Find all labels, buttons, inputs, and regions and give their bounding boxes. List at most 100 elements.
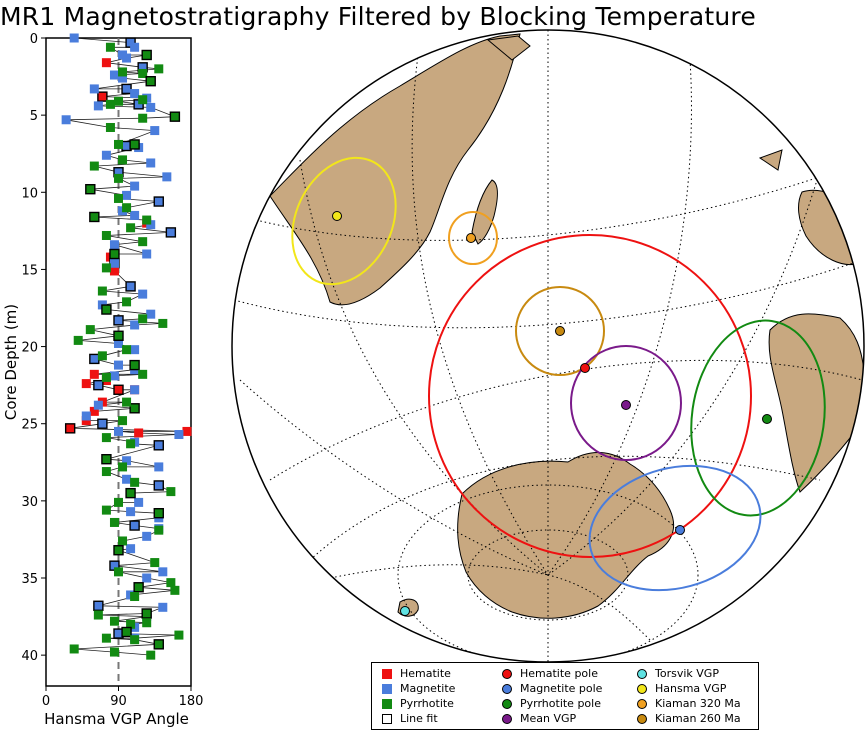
- mean-vgp-confidence-circle: [570, 345, 682, 461]
- pyrrhotite-point: [142, 215, 152, 225]
- y-tick-label: 40: [21, 649, 38, 664]
- magnetite-point: [126, 507, 136, 517]
- magnetite-point: [109, 258, 119, 268]
- magnetite-pole-marker: [675, 525, 685, 535]
- magnetite-point: [134, 497, 144, 507]
- pyrrhotite-point: [138, 68, 148, 78]
- pyrrhotite-point: [142, 618, 152, 628]
- torsvik-vgp-marker: [400, 606, 410, 616]
- pyrrhotite-point: [101, 230, 111, 240]
- magnetite-point: [138, 289, 148, 299]
- hematite-point: [89, 369, 99, 379]
- y-tick-label: 15: [21, 263, 38, 278]
- hematite-point: [109, 266, 119, 276]
- magnetite-point: [153, 196, 164, 207]
- magnetite-point: [109, 70, 119, 80]
- magnetite-point: [125, 281, 136, 292]
- magnetite-point: [61, 115, 71, 125]
- magnetite-point: [93, 400, 103, 410]
- magnetite-point: [97, 418, 108, 429]
- pyrrhotite-point: [169, 111, 181, 122]
- hansma-confidence-ellipse: [291, 156, 397, 286]
- hematite-pole-marker: [580, 363, 590, 373]
- pyrrhotite-point: [101, 467, 111, 477]
- pyrrhotite-point: [153, 508, 164, 519]
- hematite-point: [134, 428, 144, 438]
- magnetite-point: [122, 456, 132, 466]
- hansma-vgp-circle-icon: [637, 684, 647, 694]
- magnetite-point: [158, 567, 168, 577]
- magnetite-point: [69, 33, 79, 43]
- magnetite-point: [153, 480, 164, 491]
- mean-vgp-marker: [621, 400, 631, 410]
- torsvik-vgp-circle-icon: [637, 669, 647, 679]
- pyrrhotite-point: [174, 630, 184, 640]
- pyrrhotite-point: [85, 325, 95, 335]
- kiaman-320-confidence-ellipse: [448, 211, 498, 265]
- magnetite-point: [101, 150, 111, 160]
- pyrrhotite-point: [126, 439, 136, 449]
- pyrrhotite-point: [166, 578, 176, 588]
- magnetite-point: [122, 474, 132, 484]
- magnetite-point: [113, 315, 124, 326]
- pyrrhotite-point: [109, 248, 120, 260]
- hematite-point: [97, 91, 108, 102]
- magnetite-point: [130, 385, 140, 395]
- kiaman-260-confidence-circle: [515, 286, 605, 376]
- hematite-point: [101, 58, 111, 68]
- pyrrhotite-point: [122, 203, 132, 213]
- magnetite-point: [130, 89, 140, 99]
- magnetite-point: [126, 544, 136, 554]
- y-tick-label: 10: [21, 186, 38, 201]
- magnetite-point: [109, 371, 119, 381]
- line-fit-square-icon: [382, 714, 392, 724]
- magnetite-point: [81, 411, 91, 421]
- hematite-point: [89, 406, 99, 416]
- magnetite-point: [153, 440, 164, 451]
- hematite-confidence-circle: [428, 234, 752, 558]
- pyrrhotite-point: [114, 139, 123, 149]
- pyrrhotite-point: [129, 403, 140, 414]
- magnetite-point: [109, 240, 119, 250]
- hematite-square-icon: [382, 669, 392, 679]
- pyrrhotite-point: [129, 359, 140, 371]
- pyrrhotite-point: [145, 75, 156, 87]
- magnetite-point: [130, 345, 140, 355]
- magnetite-point: [93, 101, 103, 111]
- magnetite-point: [146, 220, 156, 230]
- pyrrhotite-point: [146, 650, 156, 660]
- x-tick-label: 180: [179, 694, 204, 709]
- kiaman-260-circle-icon: [637, 714, 647, 724]
- pyrrhotite-point: [122, 297, 132, 307]
- pyrrhotite-point: [141, 49, 152, 61]
- kiaman-320-marker: [466, 233, 476, 243]
- pyrrhotite-point: [130, 592, 140, 602]
- pyrrhotite-point: [125, 487, 136, 499]
- pyrrhotite-point: [114, 96, 123, 106]
- pyrrhotite-point: [101, 263, 111, 273]
- x-tick-label: 0: [42, 694, 50, 709]
- magnetite-point: [142, 531, 152, 541]
- hematite-point: [81, 416, 91, 426]
- pyrrhotite-point: [93, 610, 103, 620]
- pyrrhotite-point: [113, 545, 124, 556]
- magnetite-point: [142, 249, 152, 259]
- magnetite-point: [158, 602, 168, 612]
- pyrrhotite-point: [101, 505, 111, 515]
- y-tick-label: 25: [21, 418, 38, 433]
- pyrrhotite-point: [153, 639, 164, 650]
- pyrrhotite-point: [154, 525, 164, 535]
- pyrrhotite-point: [118, 462, 128, 472]
- chart-title: MR1 Magnetostratigraphy Filtered by Bloc…: [0, 2, 756, 31]
- hematite-point: [81, 379, 91, 389]
- madagascar-landmass: [471, 179, 498, 245]
- south-america-landmass: [768, 313, 864, 493]
- magnetite-point: [130, 320, 140, 330]
- pyrrhotite-point: [97, 286, 107, 296]
- pyrrhotite-point: [114, 193, 123, 203]
- hansma-vgp-marker: [332, 211, 342, 221]
- pyrrhotite-point: [97, 351, 107, 361]
- pyrrhotite-point: [89, 161, 99, 171]
- pyrrhotite-point: [109, 616, 119, 626]
- magnetite-pole-circle-icon: [502, 684, 512, 694]
